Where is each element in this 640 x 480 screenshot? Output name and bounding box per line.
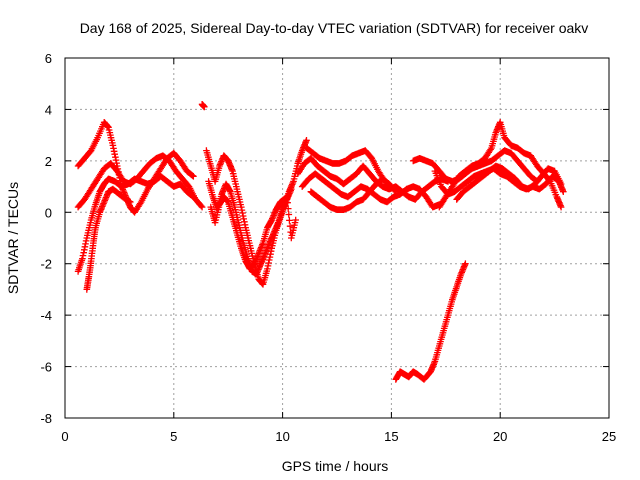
plot-frame bbox=[64, 57, 610, 419]
x-tick-label: 20 bbox=[493, 429, 507, 444]
data-point bbox=[268, 234, 276, 241]
data-point bbox=[284, 205, 292, 212]
data-point bbox=[560, 188, 567, 195]
series-track-1 bbox=[74, 119, 197, 216]
series-track-16 bbox=[453, 162, 565, 203]
data-point bbox=[391, 187, 399, 194]
x-axis-label: GPS time / hours bbox=[282, 458, 389, 474]
y-tick-label: -4 bbox=[40, 308, 52, 323]
y-tick-label: -8 bbox=[40, 411, 52, 426]
data-point bbox=[303, 137, 310, 144]
data-point bbox=[127, 198, 134, 206]
data-point bbox=[457, 270, 465, 278]
data-point bbox=[201, 103, 208, 111]
data-point bbox=[97, 207, 104, 215]
data-point bbox=[557, 203, 565, 211]
data-point bbox=[271, 226, 279, 234]
data-point bbox=[100, 200, 107, 207]
data-point bbox=[288, 185, 295, 193]
data-point bbox=[280, 203, 288, 211]
chart-title: Day 168 of 2025, Sidereal Day-to-day VTE… bbox=[80, 20, 589, 36]
data-point bbox=[82, 237, 90, 245]
data-point bbox=[102, 194, 110, 201]
y-tick-label: -6 bbox=[40, 360, 52, 375]
data-point bbox=[220, 186, 227, 194]
data-point bbox=[460, 263, 468, 270]
series-isolated bbox=[198, 101, 208, 111]
data-point bbox=[257, 245, 264, 253]
data-point bbox=[190, 173, 197, 180]
x-tick-label: 10 bbox=[275, 429, 289, 444]
series-track-6 bbox=[205, 178, 295, 278]
series-track-3 bbox=[74, 173, 197, 275]
x-tick-label: 0 bbox=[61, 429, 68, 444]
data-point bbox=[254, 251, 262, 259]
data-marks bbox=[74, 101, 567, 383]
x-tick-label: 25 bbox=[602, 429, 616, 444]
grid-lines bbox=[65, 58, 609, 418]
data-point bbox=[487, 146, 494, 153]
y-tick-label: -2 bbox=[40, 257, 52, 272]
y-tick-label: 4 bbox=[45, 102, 52, 117]
y-tick-label: 6 bbox=[45, 51, 52, 66]
data-point bbox=[79, 252, 87, 259]
data-point bbox=[265, 256, 273, 264]
data-point bbox=[286, 217, 293, 224]
data-point bbox=[286, 222, 294, 230]
data-point bbox=[251, 258, 259, 266]
data-point bbox=[240, 215, 247, 223]
y-tick-label: 0 bbox=[45, 205, 52, 220]
data-point bbox=[492, 129, 500, 136]
series-track-11 bbox=[303, 144, 395, 190]
data-point bbox=[190, 193, 197, 201]
data-point bbox=[271, 209, 279, 216]
series-track-7 bbox=[207, 193, 299, 273]
series-track-9 bbox=[298, 170, 443, 211]
data-point bbox=[260, 253, 268, 260]
data-point bbox=[269, 215, 276, 222]
data-point bbox=[189, 192, 196, 200]
data-point bbox=[285, 211, 293, 218]
data-point bbox=[257, 260, 265, 267]
tick-labels: 0 5 10 15 20 25 -8 -6 -4 -2 0 2 4 6 bbox=[40, 51, 616, 444]
x-tick-label: 5 bbox=[170, 429, 177, 444]
data-point bbox=[111, 150, 118, 158]
data-point bbox=[266, 239, 273, 247]
series-track-4 bbox=[83, 185, 134, 293]
x-tick-label: 15 bbox=[384, 429, 398, 444]
data-point bbox=[288, 181, 296, 188]
series-track-15 bbox=[436, 119, 565, 211]
data-point bbox=[392, 188, 400, 195]
data-point bbox=[555, 198, 562, 205]
data-point bbox=[462, 260, 469, 267]
series-track-12 bbox=[392, 260, 469, 383]
y-tick-label: 2 bbox=[45, 154, 52, 169]
data-point bbox=[429, 364, 436, 371]
data-point bbox=[226, 160, 233, 168]
data-point bbox=[282, 194, 290, 201]
data-point bbox=[189, 172, 196, 179]
data-point bbox=[283, 193, 291, 201]
y-axis-label: SDTVAR / TECUs bbox=[5, 182, 21, 294]
data-point bbox=[388, 183, 395, 190]
data-point bbox=[228, 166, 236, 173]
data-point bbox=[263, 247, 270, 254]
data-point bbox=[198, 203, 206, 211]
axis-ticks bbox=[64, 57, 610, 419]
data-point bbox=[217, 159, 224, 167]
series-track-10 bbox=[307, 175, 400, 213]
data-point bbox=[197, 202, 205, 210]
data-point bbox=[284, 199, 291, 206]
data-point bbox=[254, 267, 261, 275]
data-point bbox=[292, 216, 299, 224]
data-point bbox=[557, 180, 565, 188]
data-point bbox=[387, 182, 394, 190]
